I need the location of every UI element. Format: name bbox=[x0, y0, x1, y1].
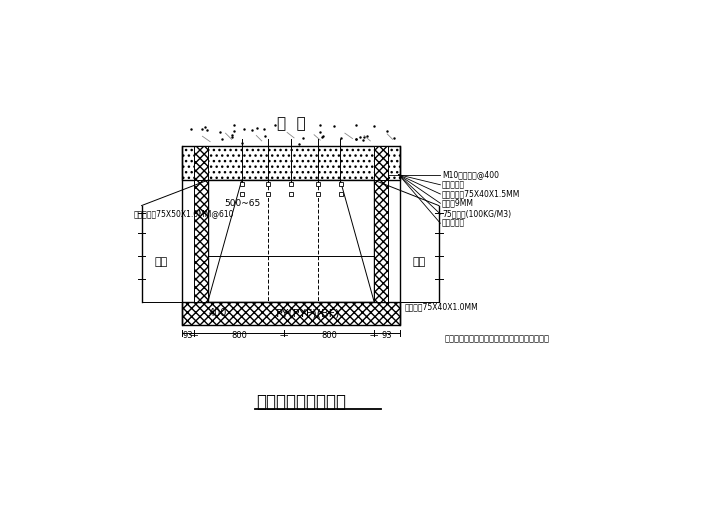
Bar bbox=[290, 183, 293, 186]
Text: 消防通风机剖面详图: 消防通风机剖面详图 bbox=[256, 393, 346, 411]
Bar bbox=[194, 180, 208, 302]
Bar bbox=[182, 146, 400, 180]
Text: 轻钢龙骨75X40X1.0MM: 轻钢龙骨75X40X1.0MM bbox=[405, 302, 478, 312]
Bar bbox=[240, 183, 244, 186]
Text: M10膨胀螺栓@400: M10膨胀螺栓@400 bbox=[442, 170, 499, 179]
Text: 竖轻钢龙骨75X50X1.0MM@610: 竖轻钢龙骨75X50X1.0MM@610 bbox=[133, 209, 234, 218]
Bar bbox=[208, 180, 374, 302]
Bar bbox=[339, 183, 342, 186]
Text: 天轻钢龙骨75X40X1.5MM: 天轻钢龙骨75X40X1.5MM bbox=[442, 189, 520, 198]
Bar bbox=[374, 146, 388, 180]
Text: 风管: 风管 bbox=[155, 257, 168, 267]
Bar bbox=[266, 191, 270, 196]
Text: 楼  板: 楼 板 bbox=[276, 116, 305, 130]
Text: 800: 800 bbox=[231, 331, 247, 340]
Text: 400: 400 bbox=[209, 308, 227, 318]
Bar bbox=[374, 180, 388, 302]
Text: 93: 93 bbox=[382, 331, 392, 340]
Text: —: — bbox=[280, 331, 288, 340]
Text: 500~65: 500~65 bbox=[225, 199, 261, 208]
Text: —: — bbox=[190, 331, 198, 340]
Text: 风管: 风管 bbox=[412, 257, 426, 267]
Bar bbox=[316, 191, 320, 196]
Bar bbox=[290, 191, 293, 196]
Bar bbox=[316, 183, 320, 186]
Text: —: — bbox=[370, 331, 378, 340]
Text: 75厚岩棉(100KG/M3): 75厚岩棉(100KG/M3) bbox=[442, 209, 511, 218]
Text: 800: 800 bbox=[321, 331, 337, 340]
Text: 注：如露上人，墙体转角部位需架设承重钢框架: 注：如露上人，墙体转角部位需架设承重钢框架 bbox=[445, 335, 550, 343]
Text: 防火胶密封: 防火胶密封 bbox=[442, 219, 465, 228]
Text: 防火板9MM: 防火板9MM bbox=[442, 199, 474, 208]
Bar bbox=[182, 302, 400, 325]
Text: 93: 93 bbox=[182, 331, 193, 340]
Bar bbox=[339, 191, 342, 196]
Bar bbox=[194, 146, 208, 180]
Bar bbox=[240, 191, 244, 196]
Text: PY(PYF)(BF): PY(PYF)(BF) bbox=[276, 308, 340, 318]
Text: 防火胶密封: 防火胶密封 bbox=[442, 180, 465, 189]
Bar bbox=[266, 183, 270, 186]
